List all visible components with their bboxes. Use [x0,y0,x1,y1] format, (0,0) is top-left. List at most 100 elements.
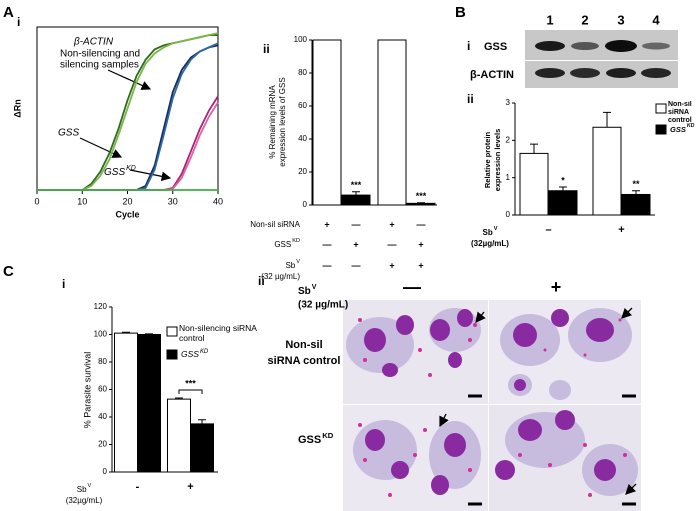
y-tick-label: 0 [103,467,108,476]
significance: * [561,175,565,185]
y-tick-label: 20 [298,167,307,176]
legend-swatch [655,124,667,135]
lane-label: 4 [652,12,660,27]
condition-label-sup: KD [292,238,300,244]
amplification-curve [37,32,219,191]
legend-label: GSSKD [181,349,209,360]
x-tick-label: – [545,224,551,236]
y-tick-label: 40 [298,134,307,143]
error-bar [530,143,538,154]
y-tick-label: 0 [303,200,308,209]
blot-row-label: GSS [484,41,507,53]
annotation-base: GSS [104,167,125,178]
legend-label-text: Non-silencing siRNA control [179,324,257,343]
condition-label-sup: V [296,259,300,265]
condition-label: GSSKD [274,238,300,249]
amplification-curve [37,101,219,191]
significance: *** [185,378,196,388]
condition-sign: — [352,260,361,270]
bar [114,332,138,473]
legend-label-sup: KD [687,123,695,129]
y-axis-label: Relative protein [483,131,492,188]
x-axis-label-base: Sb [77,485,87,494]
error-bar [417,202,425,204]
treatment-label-line2: (32 µg/mL) [298,300,348,311]
condition-sign: + [389,219,394,229]
condition-sign: — [388,239,397,249]
condition-label-base: Sb [285,261,295,270]
y-tick-label: 80 [98,357,107,366]
error-bar [175,397,183,400]
panel-label: i [467,39,470,53]
y-tick-label: 3 [506,98,511,107]
annotation: GSSKD [104,165,136,178]
x-axis-label: SbV [483,226,498,237]
column-label: — [403,277,421,297]
legend-label: Non-silencing siRNA control [179,324,257,343]
bar [190,423,214,473]
condition-sign: — [417,219,426,229]
column-label: + [551,277,562,297]
row-label: GSSKD [298,431,334,446]
x-tick-label: 40 [213,196,223,206]
panel-label: i [17,15,20,29]
y-tick-label: 0 [506,210,511,219]
legend-swatch [166,349,178,360]
treatment-label-sup: V [312,284,317,291]
condition-sign: + [353,239,358,249]
x-axis-label: SbV [77,483,92,494]
condition-label-base: GSS [274,240,291,249]
x-tick-label: - [136,481,140,493]
error-bar [198,419,206,424]
condition-sign: + [324,219,329,229]
panel-label: A [3,4,14,21]
x-axis-label: Cycle [115,209,139,219]
significance: *** [416,191,427,201]
condition-sign: — [323,239,332,249]
y-axis-label: expression levels [493,129,502,192]
panel-label: C [3,263,14,280]
bar [406,202,436,206]
lane-label: 2 [581,12,588,27]
western-blot [525,30,678,88]
y-tick-label: 20 [98,440,107,449]
annotation-sup: KD [126,165,136,172]
significance-bracket [178,389,203,395]
x-axis-label-sup: V [494,226,498,232]
significance: *** [351,180,362,190]
blot-row-label: β-ACTIN [470,69,514,81]
x-tick-label: 0 [34,196,39,206]
y-tick-label: 60 [298,101,307,110]
x-tick-label: + [187,481,193,493]
error-bar [352,191,360,196]
y-axis-label: % Parasite survival [82,352,92,429]
legend-label: Non-sil siRNA control [668,101,692,124]
condition-label: Non-sil siRNA [250,220,300,229]
row-label-base: GSS [298,434,321,446]
y-tick-label: 60 [98,385,107,394]
panel-label: ii [258,274,265,288]
bar [621,193,651,216]
treatment-label: SbV [298,284,317,297]
condition-sign: — [352,219,361,229]
condition-sign: + [418,260,423,270]
y-axis-label: expression levels of GSS [278,77,287,166]
error-bar [559,186,567,191]
y-axis-label: ΔRn [12,99,22,117]
x-tick-label: 30 [168,196,178,206]
annotation: β-ACTIN [73,37,114,48]
row-label-sup: KD [322,431,334,440]
condition-label-line2: (32 µg/mL) [261,272,300,281]
x-axis-label-line2: (32µg/mL) [66,496,103,505]
error-bar [603,111,611,128]
condition-sign: + [418,239,423,249]
row-label: siRNA control [268,355,341,367]
x-tick-label: 10 [77,196,87,206]
annotation: Non-silencing and [60,49,140,60]
legend-swatch [166,326,178,337]
significance: ** [632,179,640,189]
row-label: Non-sil [285,339,322,351]
x-axis-label-line2: (32µg/mL) [471,239,509,248]
error-bar [145,333,153,335]
